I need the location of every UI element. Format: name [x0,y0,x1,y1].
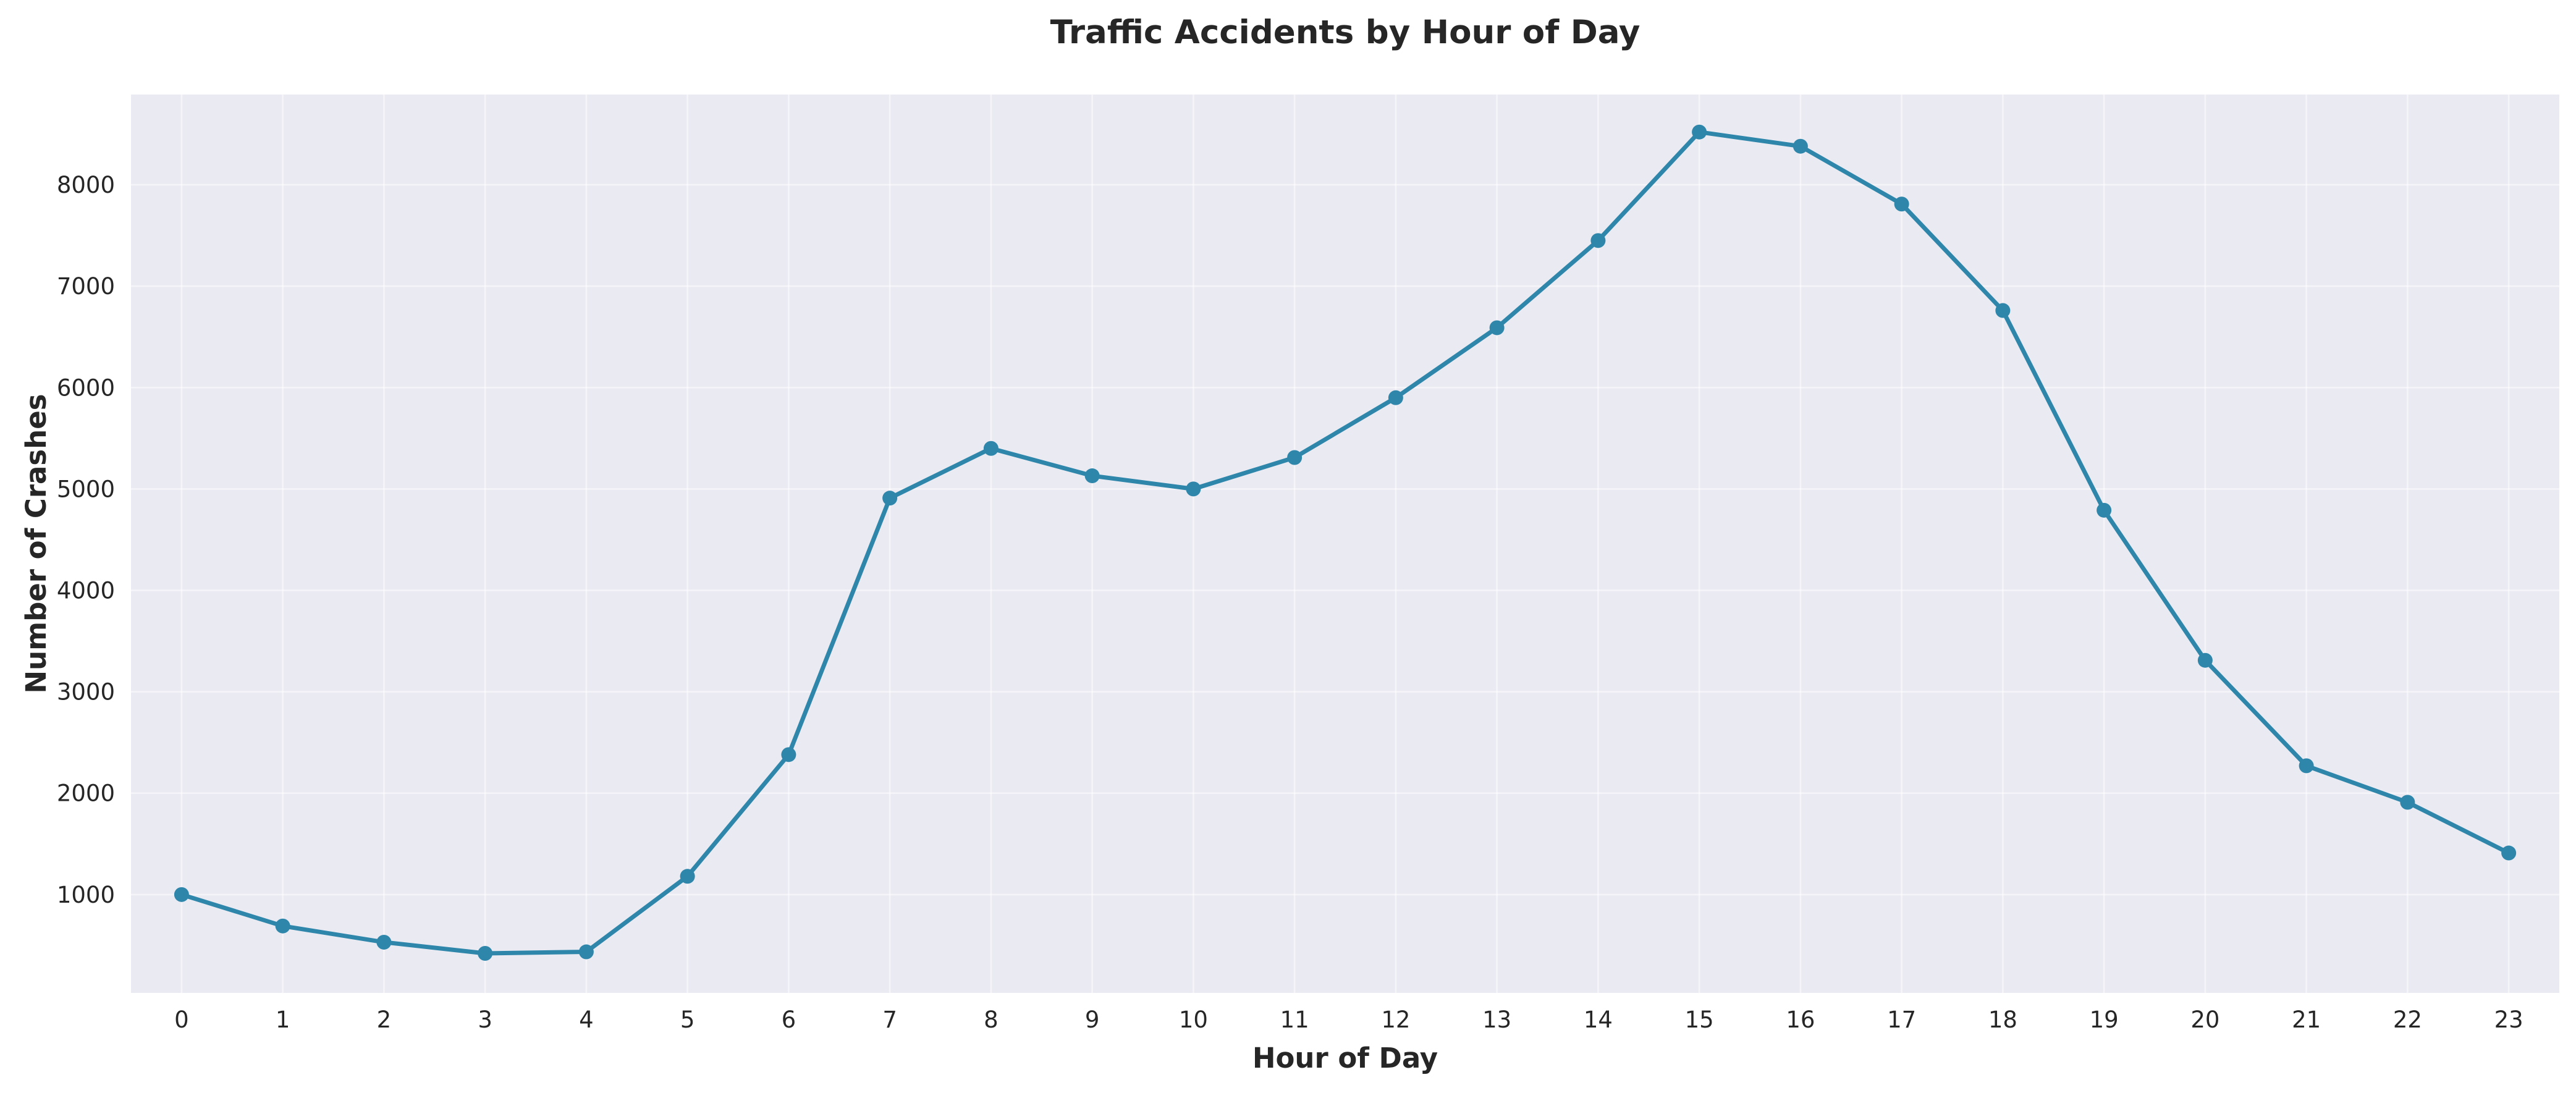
data-point [1590,233,1606,248]
y-tick-label: 7000 [57,273,115,300]
x-tick-label: 3 [478,1006,492,1033]
data-point [2299,758,2314,774]
x-tick-label: 15 [1685,1006,1714,1033]
grid [131,95,2559,993]
x-axis-label: Hour of Day [1252,1042,1438,1074]
data-point [1995,303,2011,318]
x-tick-label: 18 [1988,1006,2017,1033]
y-tick-label: 3000 [57,679,115,706]
chart-title: Traffic Accidents by Hour of Day [1050,14,1641,51]
y-tick-label: 5000 [57,476,115,502]
x-tick-label: 16 [1786,1006,1815,1033]
x-tick-label: 5 [680,1006,695,1033]
data-point [2097,502,2112,518]
data-point [1287,450,1303,465]
data-point [578,944,594,960]
data-point [1692,124,1707,140]
x-tick-label: 19 [2090,1006,2119,1033]
series-layer [174,124,2517,961]
x-tick-label: 20 [2190,1006,2219,1033]
series-line [179,130,2511,956]
x-tick-label: 2 [377,1006,392,1033]
data-point [376,934,392,950]
data-point [983,441,999,456]
x-tick-label: 14 [1584,1006,1613,1033]
x-tick-label: 17 [1887,1006,1916,1033]
y-tick-label: 4000 [57,577,115,604]
x-tick-label: 8 [984,1006,999,1033]
data-point [680,869,695,884]
y-tick-label: 8000 [57,172,115,198]
data-point [275,918,290,934]
x-tick-label: 1 [276,1006,290,1033]
plot-area [131,95,2559,993]
y-axis-label: Number of Crashes [20,394,53,693]
x-tick-label: 7 [882,1006,897,1033]
y-tick-label: 2000 [57,780,115,807]
x-tick-label: 0 [174,1006,189,1033]
x-tick-label: 13 [1482,1006,1511,1033]
data-point [1489,320,1505,335]
data-point [1084,468,1100,484]
data-point [2400,795,2415,810]
data-point [478,945,493,961]
y-tick-label: 6000 [57,374,115,401]
x-tick-label: 11 [1280,1006,1309,1033]
data-point [781,747,796,762]
x-tick-label: 9 [1085,1006,1100,1033]
x-tick-label: 4 [579,1006,594,1033]
x-tick-label: 12 [1381,1006,1410,1033]
data-point [2197,652,2213,668]
y-tick-label: 1000 [57,882,115,908]
x-tick-label: 6 [782,1006,796,1033]
data-point [1186,481,1201,497]
data-point [1894,196,1909,212]
data-point [1388,390,1403,405]
x-tick-label: 22 [2393,1006,2422,1033]
data-point [882,491,898,506]
data-point [1793,138,1808,154]
x-tick-label: 21 [2292,1006,2321,1033]
data-point [174,887,189,902]
data-point [2501,845,2517,861]
tick-labels: 0 1 2 3 4 5 6 7 8 9 10 11 12 13 14 15 16 17 18 19 20 21 22 2310… [57,172,2523,1033]
x-tick-label: 23 [2494,1006,2523,1033]
x-tick-label: 10 [1179,1006,1208,1033]
